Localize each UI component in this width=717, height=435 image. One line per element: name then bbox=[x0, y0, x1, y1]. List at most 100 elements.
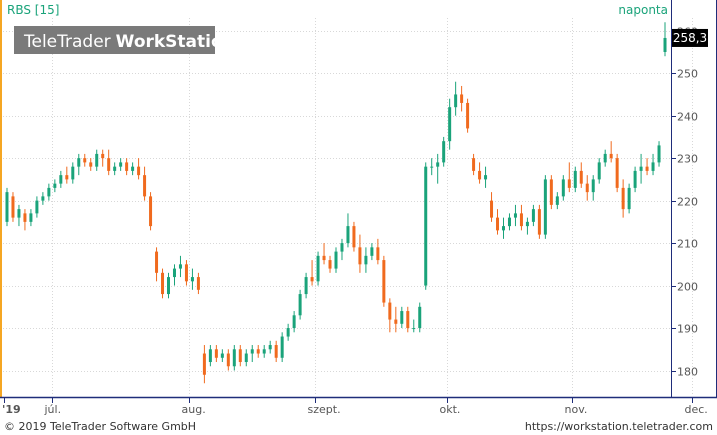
candle-body bbox=[478, 170, 482, 180]
candle bbox=[424, 162, 428, 290]
candle-body bbox=[484, 175, 488, 180]
candle bbox=[400, 306, 404, 329]
candle-body bbox=[358, 247, 362, 265]
candle bbox=[262, 345, 266, 358]
candle-body bbox=[603, 153, 607, 163]
candle bbox=[436, 153, 440, 184]
candle bbox=[388, 298, 392, 333]
candle bbox=[65, 166, 69, 184]
candle bbox=[23, 209, 27, 231]
candle bbox=[268, 340, 272, 354]
candle-body bbox=[555, 196, 559, 205]
watermark-box bbox=[14, 26, 215, 54]
candle-body bbox=[89, 162, 93, 167]
candle-body bbox=[220, 353, 224, 358]
candle bbox=[418, 302, 422, 333]
candle-body bbox=[250, 349, 254, 354]
candle bbox=[125, 158, 129, 176]
candle-body bbox=[382, 260, 386, 303]
candle bbox=[167, 272, 171, 299]
candle-body bbox=[214, 349, 218, 358]
candle bbox=[322, 243, 326, 265]
candle-body bbox=[310, 277, 314, 282]
candle bbox=[137, 158, 141, 180]
candle bbox=[220, 349, 224, 363]
candle bbox=[591, 175, 595, 201]
y-tick-label: 220 bbox=[677, 196, 698, 209]
candle-body bbox=[53, 183, 57, 188]
candle bbox=[561, 175, 565, 201]
candle-body bbox=[633, 170, 637, 188]
candle-body bbox=[196, 277, 200, 290]
candle-body bbox=[340, 243, 344, 252]
candle bbox=[155, 247, 159, 282]
candle bbox=[472, 153, 476, 176]
candle bbox=[460, 85, 464, 112]
x-axis-ticks: '19 júl. aug. szept. okt. nov. dec. bbox=[2, 398, 708, 416]
candle bbox=[196, 272, 200, 295]
candle-body bbox=[507, 217, 511, 227]
candle bbox=[143, 166, 147, 201]
candle bbox=[531, 204, 535, 227]
candle bbox=[29, 209, 33, 227]
candle-body bbox=[268, 345, 272, 350]
candle-body bbox=[543, 179, 547, 235]
candle-body bbox=[11, 196, 15, 218]
candle-body bbox=[286, 328, 290, 337]
candle-body bbox=[436, 162, 440, 167]
candle bbox=[256, 345, 260, 358]
period-label: naponta bbox=[618, 3, 668, 17]
candle bbox=[149, 192, 153, 231]
candle-body bbox=[23, 213, 27, 222]
y-tick-label: 250 bbox=[677, 68, 698, 81]
candle bbox=[286, 323, 290, 341]
candle bbox=[89, 158, 93, 171]
candle bbox=[639, 153, 643, 184]
candle-body bbox=[143, 175, 147, 197]
candle bbox=[597, 158, 601, 184]
candle-body bbox=[238, 349, 242, 363]
candle-body bbox=[579, 170, 583, 184]
candle bbox=[633, 166, 637, 193]
candle-body bbox=[472, 158, 476, 171]
candle bbox=[274, 340, 278, 363]
candle bbox=[113, 162, 117, 176]
candle bbox=[11, 192, 15, 222]
candle bbox=[226, 349, 230, 371]
candle bbox=[454, 81, 458, 116]
candle bbox=[77, 153, 81, 176]
candle bbox=[543, 175, 547, 239]
candle-body bbox=[172, 268, 176, 278]
candle-body bbox=[155, 251, 159, 273]
y-tick-label: 180 bbox=[677, 366, 698, 379]
candle-body bbox=[651, 162, 655, 171]
candle bbox=[645, 158, 649, 176]
candle bbox=[328, 255, 332, 273]
candle-body bbox=[17, 209, 21, 218]
candle bbox=[484, 166, 488, 188]
candle-body bbox=[71, 166, 75, 180]
candle-body bbox=[501, 226, 505, 231]
x-tick-label: szept. bbox=[308, 403, 341, 416]
candle-body bbox=[178, 264, 182, 269]
candle-body bbox=[161, 272, 165, 295]
candle bbox=[47, 183, 51, 201]
candle-body bbox=[519, 213, 523, 227]
candle-body bbox=[448, 107, 452, 142]
candle bbox=[53, 179, 57, 193]
candle bbox=[17, 204, 21, 227]
candle-body bbox=[262, 349, 266, 354]
candle bbox=[107, 149, 111, 176]
candle-body bbox=[454, 94, 458, 108]
candle-body bbox=[424, 166, 428, 286]
candle bbox=[310, 260, 314, 286]
candle-body bbox=[167, 277, 171, 295]
candle-body bbox=[232, 349, 236, 367]
candle-body bbox=[567, 179, 571, 188]
candle bbox=[537, 204, 541, 239]
candle-body bbox=[328, 260, 332, 269]
candle-body bbox=[334, 251, 338, 269]
candle bbox=[478, 162, 482, 184]
